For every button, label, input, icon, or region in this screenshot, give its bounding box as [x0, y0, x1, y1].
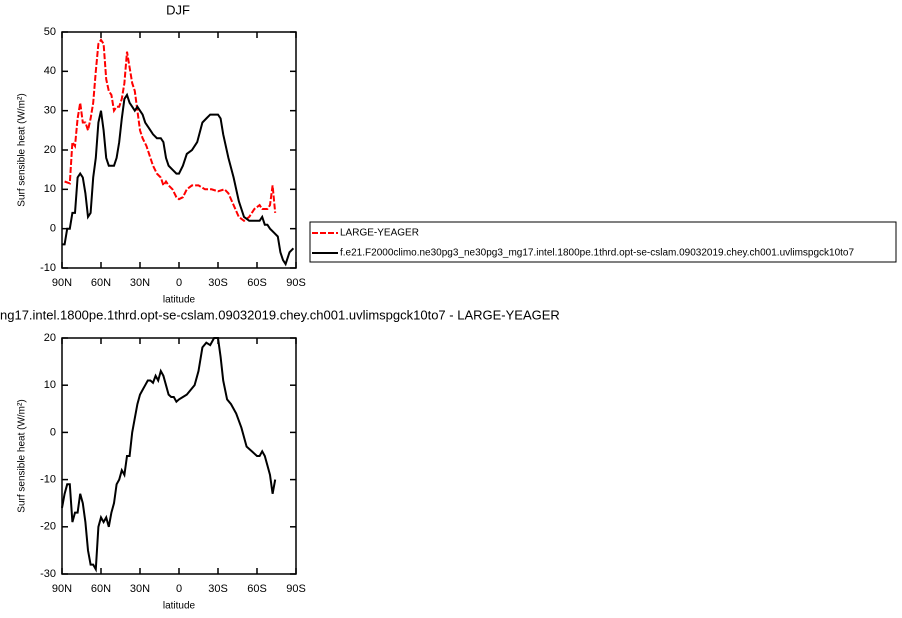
x-tick-label: 0 — [176, 583, 182, 595]
y-tick-label: 20 — [44, 332, 56, 344]
legend-box — [309, 221, 897, 263]
data-line — [62, 92, 295, 267]
y-tick-label: 0 — [50, 426, 56, 438]
x-tick-label: 30N — [130, 277, 150, 289]
plot-frame — [61, 337, 297, 575]
x-tick-label: 30N — [130, 583, 150, 595]
y-axis-label: Surf sensible heat (W/m²) — [17, 93, 28, 206]
y-tick-label: 30 — [44, 105, 56, 117]
y-tick-label: 20 — [44, 144, 56, 156]
legend-label: f.e21.F2000climo.ne30pg3_ne30pg3_mg17.in… — [340, 248, 854, 259]
x-axis-label: latitude — [163, 295, 196, 306]
x-tick-label: 90S — [286, 583, 306, 595]
y-tick-label: 0 — [50, 223, 56, 235]
y-tick-label: -10 — [40, 262, 56, 274]
x-tick-label: 60N — [91, 583, 111, 595]
data-line — [61, 337, 277, 573]
x-tick-label: 90N — [52, 583, 72, 595]
x-tick-label: 0 — [176, 277, 182, 289]
y-tick-label: 40 — [44, 65, 56, 77]
x-tick-label: 90N — [52, 277, 72, 289]
chart-title: ng17.intel.1800pe.1thrd.opt-se-cslam.090… — [0, 307, 560, 322]
x-axis-label: latitude — [163, 601, 196, 612]
y-tick-label: -30 — [40, 568, 56, 580]
data-line — [64, 38, 277, 223]
x-tick-label: 30S — [208, 277, 228, 289]
y-axis-label: Surf sensible heat (W/m²) — [17, 399, 28, 512]
x-tick-label: 60S — [247, 583, 267, 595]
y-tick-label: 10 — [44, 379, 56, 391]
legend-label: LARGE-YEAGER — [340, 228, 419, 239]
chart-title: DJF — [166, 2, 190, 17]
x-tick-label: 60S — [247, 277, 267, 289]
x-tick-label: 60N — [91, 277, 111, 289]
y-tick-label: 10 — [44, 183, 56, 195]
plot-frame — [61, 31, 297, 269]
x-tick-label: 90S — [286, 277, 306, 289]
y-tick-label: -20 — [40, 521, 56, 533]
y-tick-label: -10 — [40, 474, 56, 486]
x-tick-label: 30S — [208, 583, 228, 595]
y-tick-label: 50 — [44, 26, 56, 38]
